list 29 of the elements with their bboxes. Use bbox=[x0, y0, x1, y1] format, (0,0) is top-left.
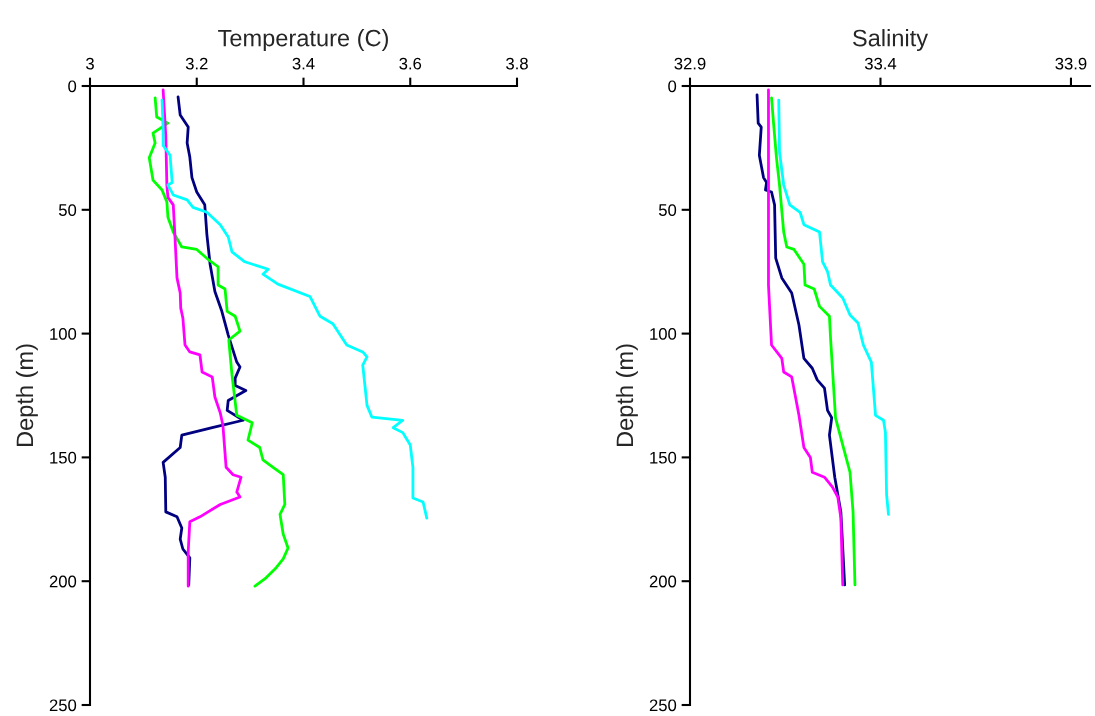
y-axis-title: Depth (m) bbox=[15, 344, 38, 447]
y-axis-title: Depth (m) bbox=[615, 344, 638, 447]
line-series bbox=[160, 98, 429, 520]
line-series bbox=[147, 96, 290, 588]
y-tick-label: 250 bbox=[649, 699, 677, 712]
y-tick-label: 100 bbox=[650, 328, 677, 340]
x-tick-label: 3.6 bbox=[399, 57, 422, 70]
x-tick-label: 3.8 bbox=[506, 57, 528, 70]
y-tick-label: 0 bbox=[668, 80, 677, 93]
y-tick-label: 250 bbox=[49, 699, 77, 712]
x-tick-label: 32.9 bbox=[674, 57, 706, 70]
y-tick-label: 200 bbox=[49, 575, 77, 588]
x-tick-label: 3.2 bbox=[185, 57, 208, 70]
line-series bbox=[767, 88, 845, 587]
line-series bbox=[770, 96, 857, 587]
y-tick-label: 0 bbox=[68, 80, 77, 93]
y-tick-label: 100 bbox=[50, 328, 77, 340]
x-axis-title: Salinity bbox=[853, 29, 929, 52]
y-tick-label: 200 bbox=[649, 575, 677, 588]
line-series bbox=[777, 98, 890, 516]
y-tick-label: 150 bbox=[50, 451, 77, 464]
y-tick-label: 50 bbox=[658, 204, 677, 216]
x-tick-label: 33.9 bbox=[1055, 57, 1087, 70]
y-tick-label: 50 bbox=[58, 204, 77, 216]
x-tick-label: 3.4 bbox=[292, 57, 315, 70]
x-tick-label: 3 bbox=[86, 57, 94, 70]
x-axis-title: Temperature (C) bbox=[218, 29, 388, 52]
y-tick-label: 150 bbox=[650, 451, 677, 464]
x-tick-label: 33.4 bbox=[864, 57, 897, 70]
